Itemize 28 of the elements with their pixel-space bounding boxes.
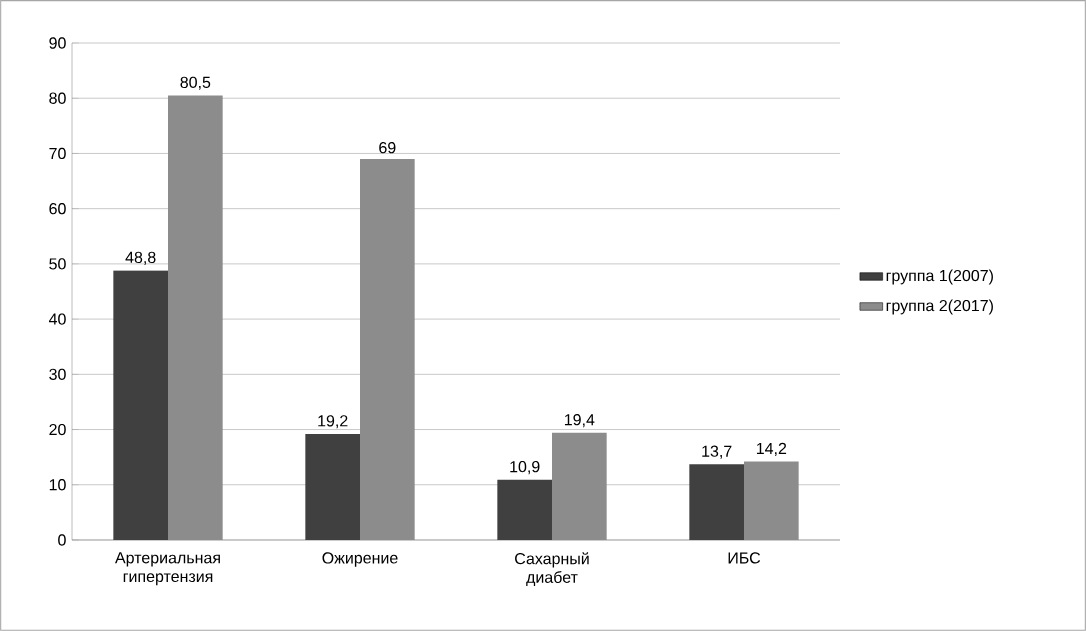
data-label: 10,9	[510, 460, 540, 475]
y-tick-label: 40	[48, 313, 66, 325]
data-label: 19,2	[318, 415, 348, 429]
y-tick-label: 10	[49, 479, 66, 491]
y-tick-label: 50	[49, 258, 66, 270]
x-tick-label: ИБС	[728, 552, 761, 564]
legend-label: группа 1(2007)	[886, 269, 993, 285]
y-tick-label: 90	[49, 37, 66, 49]
x-tick-label: Сахарный диабет	[515, 552, 589, 586]
y-tick-label: 0	[58, 534, 66, 546]
x-tick-label: Артериальная гипертензия	[114, 552, 220, 586]
x-tick-label: Ожирение	[322, 552, 398, 567]
data-label: 13,7	[702, 445, 732, 459]
bar	[113, 270, 168, 540]
y-tick-label: 60	[49, 203, 66, 215]
y-tick-label: 20	[49, 423, 66, 436]
bar	[689, 464, 744, 540]
data-label: 14,2	[756, 442, 787, 456]
y-tick-label: 80	[49, 92, 66, 104]
data-label: 80,5	[180, 76, 211, 90]
legend-label: группа 2(2017)	[886, 299, 993, 315]
bar	[497, 479, 552, 540]
bar	[305, 433, 360, 540]
y-tick-label: 70	[49, 147, 66, 160]
y-tick-label: 30	[49, 368, 66, 380]
data-label: 69	[379, 142, 396, 154]
data-label: 48,8	[125, 251, 156, 265]
data-label: 19,4	[564, 414, 595, 428]
